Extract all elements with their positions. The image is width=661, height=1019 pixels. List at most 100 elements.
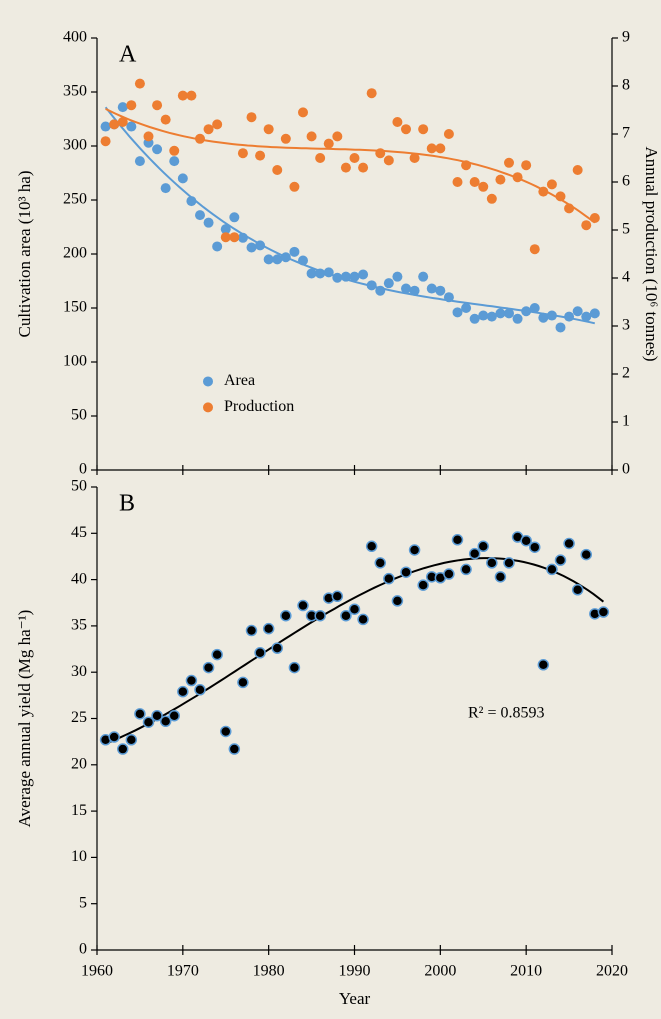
point [408, 544, 421, 556]
point [212, 119, 223, 130]
point [581, 311, 592, 322]
point [461, 160, 472, 171]
point [537, 659, 550, 671]
point [589, 213, 600, 223]
y2-tick-label: 1 [622, 413, 630, 430]
point [142, 716, 155, 728]
point [358, 269, 369, 280]
y-tick-label: 300 [63, 137, 87, 154]
point [108, 731, 120, 743]
point [401, 283, 411, 294]
point [597, 606, 610, 618]
point [383, 155, 394, 166]
x-tick-label: 1960 [81, 963, 113, 980]
point [126, 100, 137, 111]
point [160, 183, 171, 194]
point [229, 212, 240, 223]
point [255, 150, 266, 161]
point [186, 90, 197, 101]
point [486, 557, 498, 569]
point [572, 165, 583, 175]
y-axis-label: Cultivation area (10³ ha) [15, 170, 34, 337]
point [418, 271, 429, 282]
point [315, 268, 326, 279]
point [401, 124, 411, 135]
point [126, 121, 137, 132]
point [366, 88, 377, 99]
point [169, 145, 180, 156]
point [435, 285, 446, 296]
point [529, 244, 540, 255]
y2-axis-label: Annual production (10⁶ tonnes) [642, 146, 661, 361]
point [358, 162, 369, 173]
point [375, 148, 386, 159]
point [521, 306, 532, 317]
point [288, 661, 301, 674]
point [375, 285, 386, 296]
point [349, 271, 360, 282]
point [203, 217, 214, 228]
point [443, 292, 454, 303]
trendline [105, 557, 605, 745]
legend-label: Production [224, 398, 294, 415]
y-tick-label: 0 [79, 461, 87, 478]
point [289, 181, 300, 192]
point [332, 131, 343, 142]
point [340, 162, 351, 173]
y-tick-label: 10 [71, 848, 87, 865]
point [100, 136, 111, 147]
point [254, 647, 266, 659]
point [220, 224, 231, 235]
point [280, 133, 291, 144]
point [564, 311, 575, 322]
point [409, 153, 420, 163]
point [469, 177, 480, 187]
point [280, 252, 291, 263]
y2-tick-label: 9 [622, 29, 630, 46]
point [195, 210, 205, 221]
point [159, 715, 172, 728]
point [529, 303, 540, 313]
point [357, 613, 369, 626]
point [202, 661, 215, 674]
point [152, 100, 163, 111]
point [494, 571, 507, 583]
point [117, 117, 128, 127]
legend-label: Area [224, 372, 255, 389]
point [168, 709, 180, 722]
point [461, 303, 472, 313]
point [374, 557, 386, 569]
point [366, 280, 377, 291]
r-squared: R² = 0.8593 [468, 705, 545, 722]
x-tick-label: 2000 [424, 963, 456, 980]
point [383, 572, 395, 585]
point [315, 153, 326, 163]
point [109, 119, 120, 130]
y2-tick-label: 4 [622, 269, 630, 286]
point [134, 708, 146, 720]
point [538, 312, 549, 323]
point [478, 181, 489, 192]
y-tick-label: 50 [71, 407, 87, 424]
x-tick-label: 2010 [510, 963, 542, 980]
point [245, 624, 258, 637]
point [169, 156, 180, 167]
point [272, 254, 283, 265]
y-tick-label: 25 [71, 709, 87, 726]
point [589, 308, 600, 319]
point [298, 107, 308, 118]
y-tick-label: 250 [63, 191, 87, 208]
point [392, 117, 403, 127]
point [572, 306, 583, 317]
point [400, 566, 412, 578]
legend-marker [203, 402, 213, 413]
point [417, 579, 429, 591]
y-tick-label: 0 [79, 941, 87, 958]
point [409, 285, 420, 296]
point [195, 133, 205, 144]
point [177, 90, 188, 101]
point [504, 157, 514, 168]
point [349, 153, 360, 163]
point [194, 684, 206, 696]
